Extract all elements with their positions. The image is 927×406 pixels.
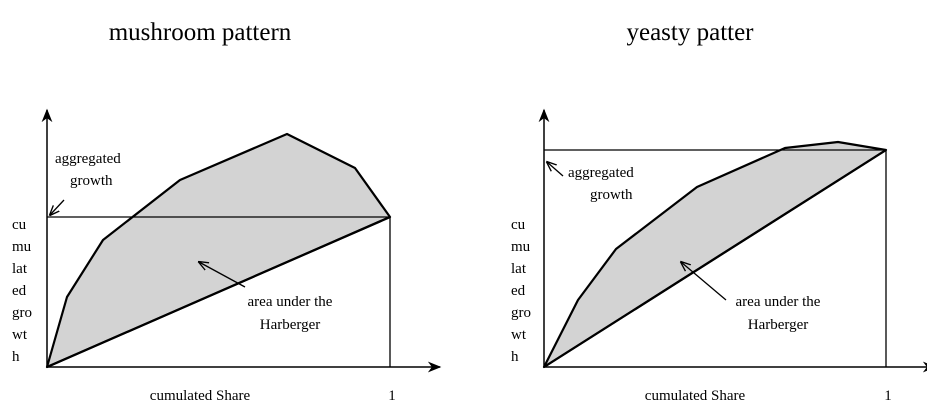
area-label: Harberger: [260, 317, 321, 333]
aggregated-label: growth: [70, 173, 113, 189]
aggregated-label: aggregated: [55, 151, 121, 167]
y-axis-label: cu mu lat ed gro wt h: [12, 217, 32, 365]
x-axis-label: cumulated Share: [645, 388, 746, 404]
diagonal: [46, 215, 391, 369]
pointer-arrow: [681, 262, 727, 301]
x-end-label: 1: [884, 388, 892, 404]
y-label-part: ed: [511, 283, 526, 299]
y-label-part: wt: [12, 327, 28, 343]
area-polygon: [45, 132, 392, 369]
area-label: area under the: [248, 294, 333, 310]
x-end-label: 1: [388, 388, 396, 404]
y-label-part: cu: [12, 217, 27, 233]
y-label-part: h: [511, 349, 519, 365]
aggregated-label: growth: [590, 187, 633, 203]
panel-yeasty: yeasty patter aggregated growth area und…: [511, 19, 927, 404]
y-label-part: lat: [12, 261, 28, 277]
y-label-part: ed: [12, 283, 27, 299]
y-label-part: gro: [12, 305, 32, 321]
y-label-part: lat: [511, 261, 527, 277]
y-label-part: mu: [511, 239, 531, 255]
y-axis-label: cu mu lat ed gro wt h: [511, 217, 531, 365]
y-label-part: gro: [511, 305, 531, 321]
panel-mushroom: mushroom pattern aggregated growth area …: [12, 19, 442, 404]
y-label-part: cu: [511, 217, 526, 233]
panel-title: mushroom pattern: [109, 19, 292, 46]
pointer-arrow: [199, 262, 246, 288]
pointer-arrow: [547, 162, 564, 177]
y-label-part: mu: [12, 239, 32, 255]
y-label-part: wt: [511, 327, 527, 343]
x-axis-label: cumulated Share: [150, 388, 251, 404]
area-label: area under the: [736, 294, 821, 310]
y-label-part: h: [12, 349, 20, 365]
area-polygon: [542, 140, 888, 369]
pointer-arrow: [50, 199, 65, 215]
panel-title: yeasty patter: [626, 19, 754, 46]
diagonal: [543, 149, 887, 368]
aggregated-label: aggregated: [568, 165, 634, 181]
area-label: Harberger: [748, 317, 809, 333]
